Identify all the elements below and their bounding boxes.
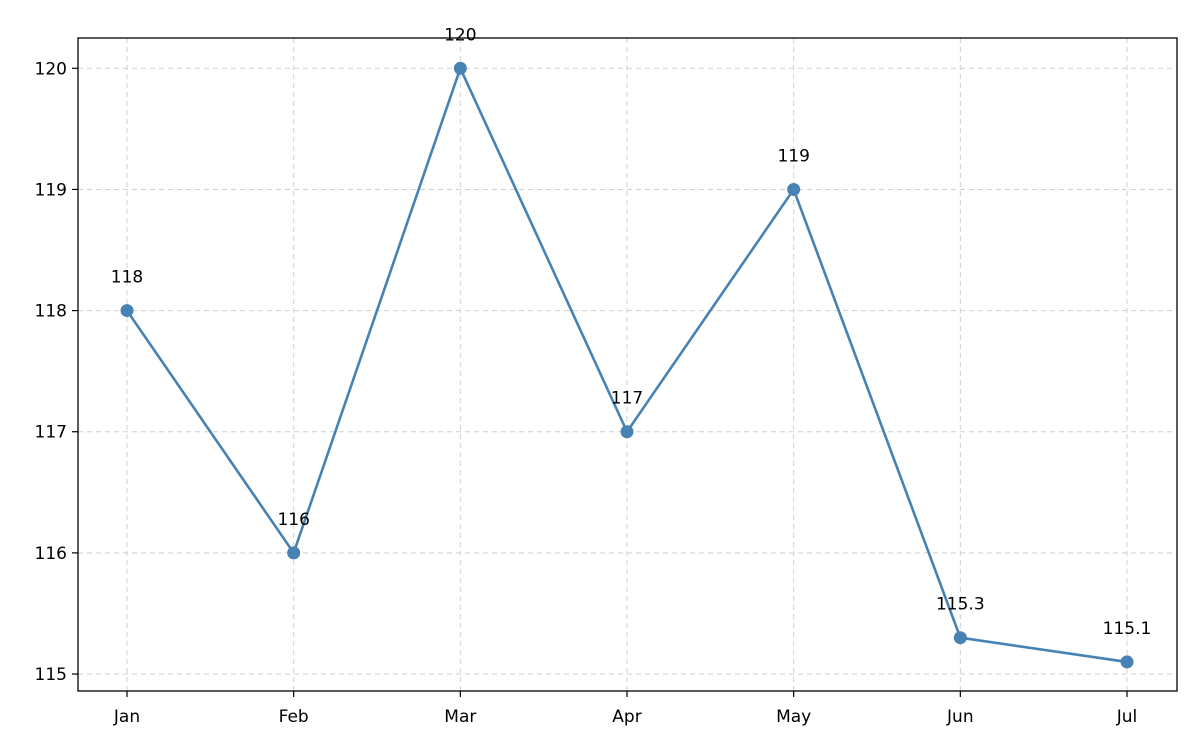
data-point-jan (120, 304, 134, 318)
x-tick-label: Jun (946, 707, 974, 727)
x-tick-label: Jul (1116, 707, 1138, 727)
data-point-apr (620, 425, 634, 439)
data-label-may: 119 (777, 146, 809, 166)
data-point-mar (453, 61, 467, 75)
x-tick-label: Jan (113, 707, 140, 727)
data-label-apr: 117 (611, 389, 643, 409)
data-label-feb: 116 (277, 510, 309, 530)
plot-frame (77, 37, 1178, 692)
x-tick-label: Mar (444, 707, 476, 727)
y-tick-label: 118 (35, 302, 67, 322)
data-label-jul: 115.1 (1103, 619, 1152, 639)
data-point-jun (953, 631, 967, 645)
data-label-mar: 120 (444, 25, 476, 45)
data-point-jul (1120, 655, 1134, 669)
y-tick-label: 120 (35, 59, 67, 79)
series-temperature (120, 61, 1134, 669)
data-label-jun: 115.3 (936, 595, 985, 615)
data-labels: 118 116 120 117 119 115.3 115.1 (111, 25, 1152, 639)
axes: Jan Feb Mar Apr May Jun Jul 115 116 117 118 119 120 (35, 59, 1138, 727)
data-point-may (787, 182, 801, 196)
y-tick-label: 116 (35, 544, 67, 564)
y-tick-label: 117 (35, 423, 67, 443)
data-point-feb (287, 546, 301, 560)
data-label-jan: 118 (111, 268, 143, 288)
y-tick-label: 119 (35, 180, 67, 200)
x-tick-label: Apr (612, 707, 641, 727)
x-tick-label: May (776, 707, 811, 727)
x-tick-label: Feb (279, 707, 309, 727)
grid (78, 38, 1177, 691)
y-tick-label: 115 (35, 665, 67, 685)
